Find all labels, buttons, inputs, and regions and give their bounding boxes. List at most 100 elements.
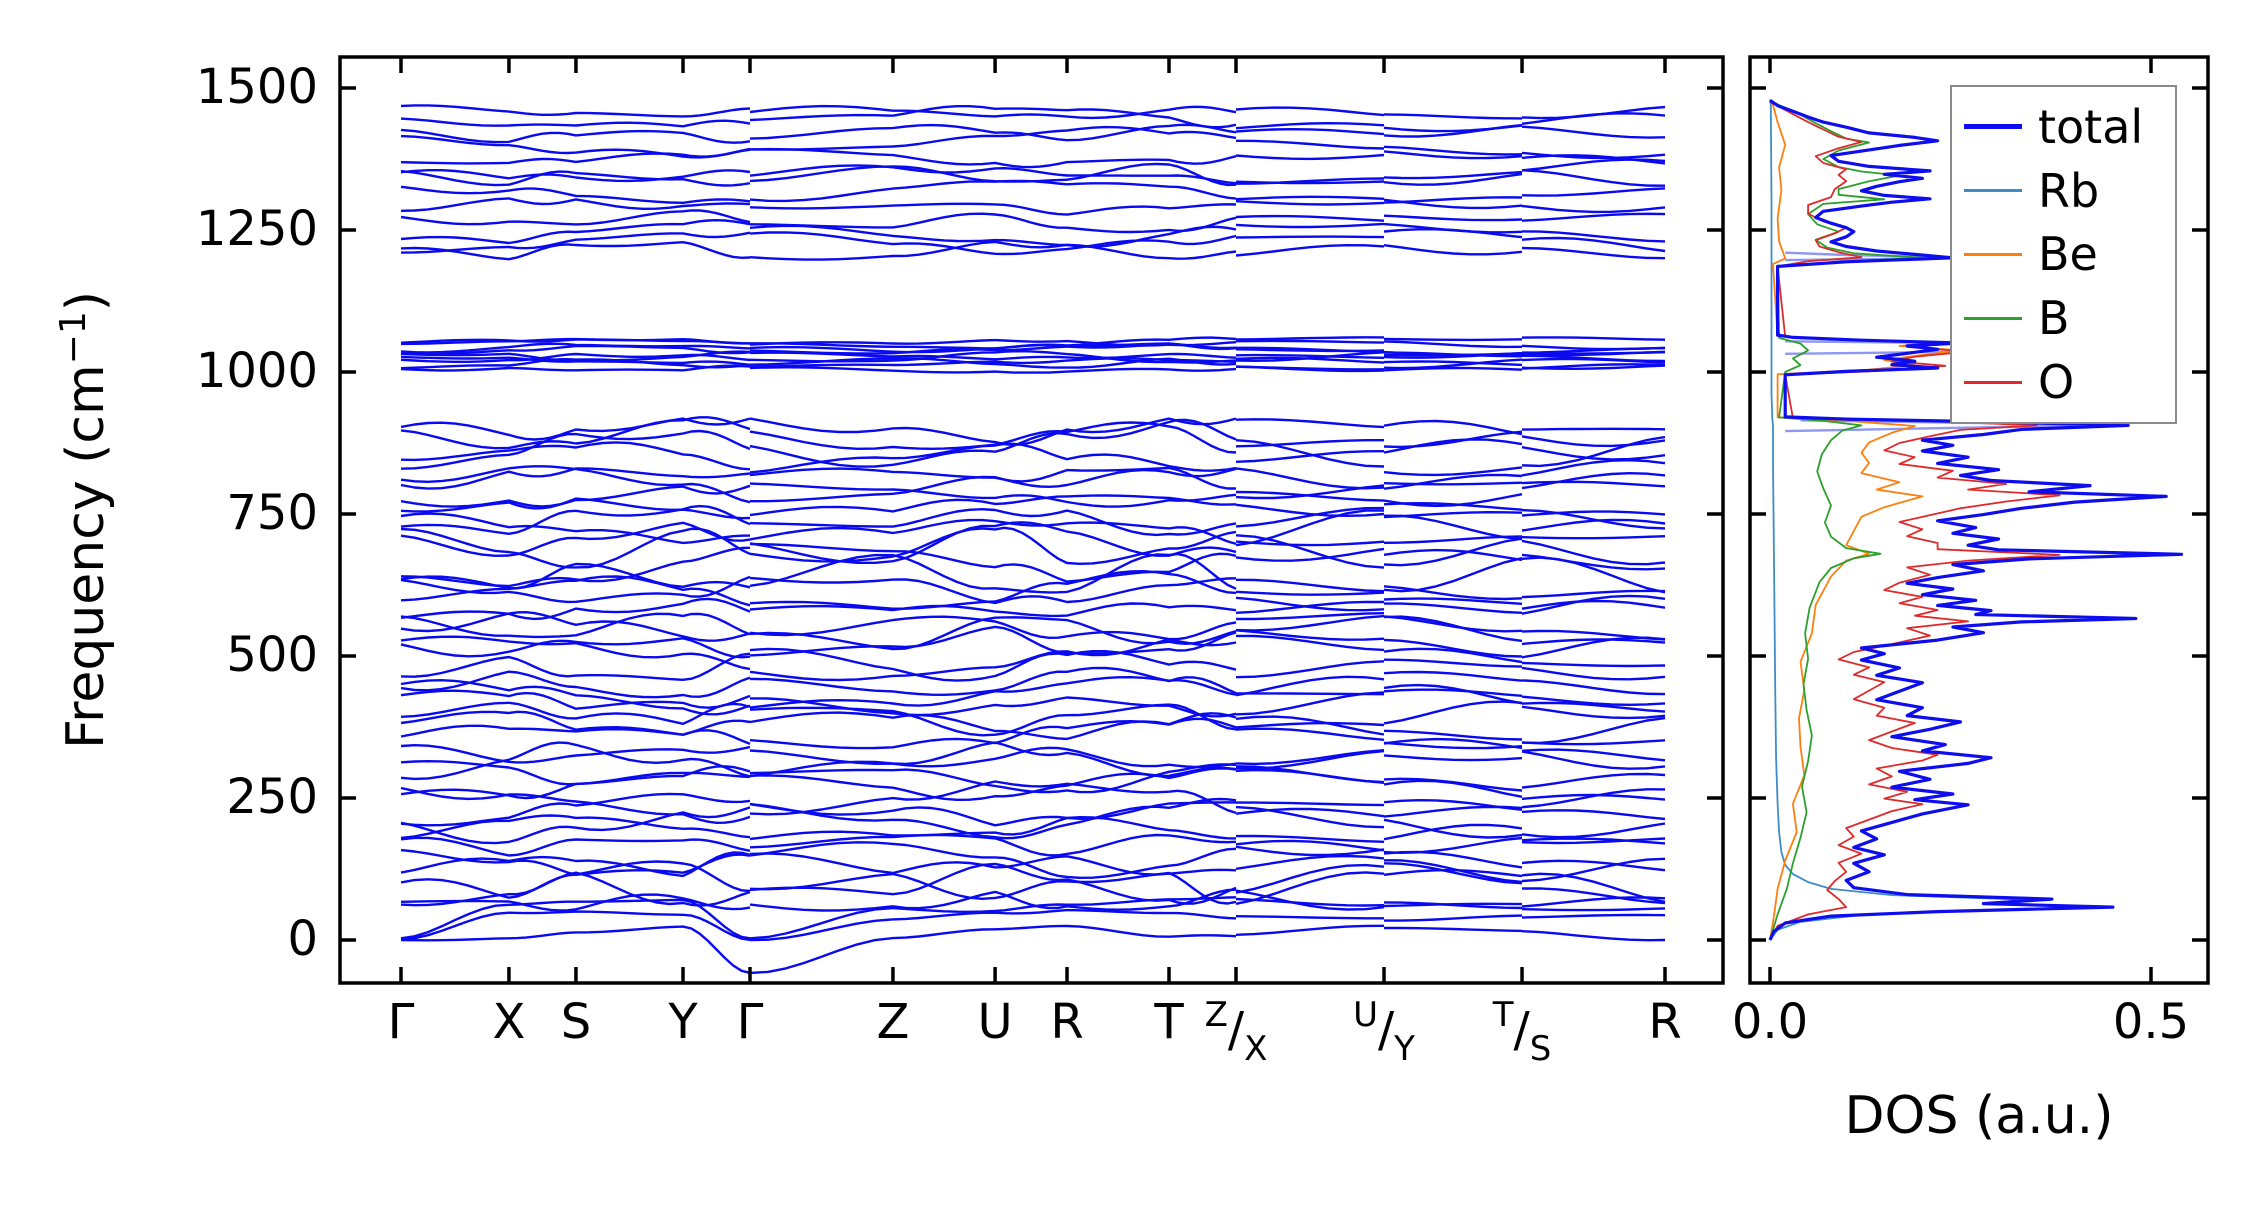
band-line — [1235, 439, 1385, 468]
band-line — [1521, 236, 1666, 253]
band-line — [749, 338, 1237, 347]
dos-curve-Be — [1769, 98, 1962, 941]
band-line — [1521, 705, 1666, 720]
band-line — [1383, 683, 1523, 705]
band-line — [400, 134, 751, 159]
band-line — [1521, 887, 1666, 905]
y-tick-label-500: 500 — [226, 627, 318, 684]
y-tick-label-250: 250 — [226, 769, 318, 826]
kpoint-label-1: X — [492, 998, 525, 1046]
band-line — [1383, 615, 1523, 633]
band-line — [749, 417, 1237, 447]
band-line — [1235, 590, 1385, 596]
legend-entry-be: Be — [1964, 231, 2175, 277]
band-line — [400, 710, 751, 736]
band-line — [1235, 214, 1385, 222]
band-line — [1383, 150, 1523, 160]
band-line — [1521, 661, 1666, 668]
band-line — [1383, 670, 1523, 682]
band-line — [1235, 854, 1385, 870]
band-line — [1521, 169, 1666, 187]
band-line — [1235, 691, 1385, 716]
band-line — [1235, 235, 1385, 239]
band-line — [1521, 750, 1666, 770]
band-line — [1383, 514, 1523, 541]
band-line — [749, 494, 1237, 517]
axis-ticks — [340, 57, 2208, 983]
band-line — [1235, 614, 1385, 632]
band-line — [400, 597, 751, 621]
band-line — [1521, 187, 1666, 197]
band-line — [1521, 354, 1666, 363]
band-line — [400, 117, 751, 128]
y-tick-label-1250: 1250 — [195, 201, 318, 258]
band-line — [1383, 823, 1523, 841]
kpoint-label-4: Γ — [737, 998, 764, 1046]
band-line — [1383, 366, 1523, 372]
legend-line-be — [1964, 252, 2022, 256]
band-line — [400, 724, 751, 746]
band-line — [1235, 721, 1385, 729]
band-line — [1383, 658, 1523, 668]
band-line — [1383, 859, 1523, 884]
band-line — [749, 357, 1237, 369]
band-line — [1521, 872, 1666, 904]
legend-entry-b: B — [1964, 295, 2175, 341]
band-line — [400, 429, 751, 470]
band-line — [1521, 246, 1666, 260]
band-line — [400, 467, 751, 490]
band-line — [749, 711, 1237, 741]
band-line — [1235, 578, 1385, 593]
band-line — [400, 231, 751, 254]
band-line — [1383, 145, 1523, 156]
band-line — [1235, 807, 1385, 818]
legend-entry-rb: Rb — [1964, 168, 2175, 214]
kpoint-text: R — [1050, 994, 1084, 1050]
kpoint-slash: / — [1377, 1002, 1395, 1058]
band-line — [400, 416, 751, 450]
band-panel-frame — [338, 55, 1725, 985]
band-line — [749, 542, 1237, 583]
band-line — [1383, 537, 1523, 567]
band-line — [1521, 336, 1666, 341]
band-line — [1235, 490, 1385, 502]
band-line — [1383, 688, 1523, 697]
band-line — [1521, 459, 1666, 477]
legend-label-o: O — [2038, 355, 2075, 410]
legend-label-b: B — [2038, 291, 2070, 346]
band-line — [400, 611, 751, 642]
band-line — [1383, 350, 1523, 356]
band-line — [1521, 589, 1666, 599]
band-line — [400, 679, 751, 716]
band-line — [400, 338, 751, 345]
band-line — [1235, 863, 1385, 894]
band-line — [400, 871, 751, 907]
band-line — [1521, 857, 1666, 883]
band-line — [400, 898, 751, 940]
band-line — [1383, 557, 1523, 593]
band-line — [1235, 845, 1385, 857]
band-line — [750, 466, 1236, 503]
band-line — [1235, 749, 1385, 766]
band-line — [1236, 612, 1385, 621]
legend-line-o — [1964, 380, 2022, 384]
band-line — [1235, 467, 1385, 490]
band-line — [749, 647, 1237, 682]
y-axis-label-main: Frequency (cm — [56, 364, 116, 750]
kpoint-label-0: Γ — [388, 998, 415, 1046]
kpoint-sup: T — [1492, 995, 1514, 1035]
band-line — [1521, 535, 1666, 540]
band-line — [1383, 196, 1523, 204]
band-line — [749, 602, 1237, 618]
band-line — [1521, 539, 1666, 566]
legend-label-be: Be — [2038, 227, 2098, 282]
kpoint-label-5: Z — [876, 998, 909, 1046]
band-line — [749, 224, 1237, 248]
band-line — [400, 197, 751, 212]
kpoint-text: Γ — [387, 994, 415, 1050]
band-line — [1235, 503, 1385, 517]
band-line — [400, 241, 751, 261]
band-line — [749, 871, 1237, 905]
band-line — [400, 219, 751, 245]
legend-line-b — [1964, 316, 2022, 320]
